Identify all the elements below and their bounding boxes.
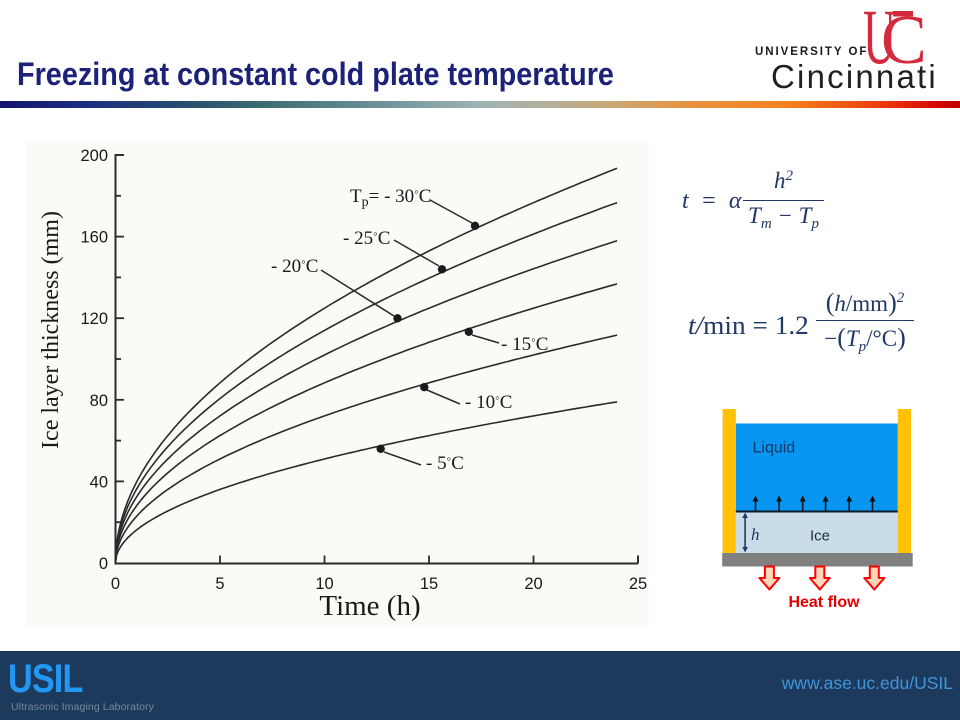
svg-text:- 25◦C: - 25◦C: [343, 226, 390, 249]
svg-text:0: 0: [111, 575, 120, 593]
svg-text:h: h: [751, 525, 760, 544]
svg-text:25: 25: [629, 575, 647, 593]
svg-text:20: 20: [524, 575, 542, 593]
svg-text:Heat flow: Heat flow: [788, 594, 860, 611]
svg-text:Time (h): Time (h): [319, 590, 420, 622]
svg-text:5: 5: [215, 575, 224, 593]
svg-text:15: 15: [420, 575, 438, 593]
svg-text:- 20◦C: - 20◦C: [271, 254, 318, 277]
svg-text:Ice layer thickness (mm): Ice layer thickness (mm): [38, 211, 64, 449]
svg-text:160: 160: [80, 229, 108, 247]
svg-text:- 10◦C: - 10◦C: [465, 390, 512, 413]
svg-text:U: U: [863, 6, 896, 66]
svg-text:80: 80: [90, 392, 108, 410]
svg-text:- 15◦C: - 15◦C: [501, 332, 548, 355]
svg-text:200: 200: [80, 147, 108, 165]
svg-text:10: 10: [315, 575, 333, 593]
svg-text:Ice: Ice: [810, 528, 830, 545]
svg-text:120: 120: [80, 310, 108, 328]
svg-text:Liquid: Liquid: [753, 440, 796, 457]
svg-text:- 5◦C: - 5◦C: [426, 451, 464, 474]
svg-text:0: 0: [99, 555, 108, 573]
svg-text:40: 40: [90, 473, 108, 491]
